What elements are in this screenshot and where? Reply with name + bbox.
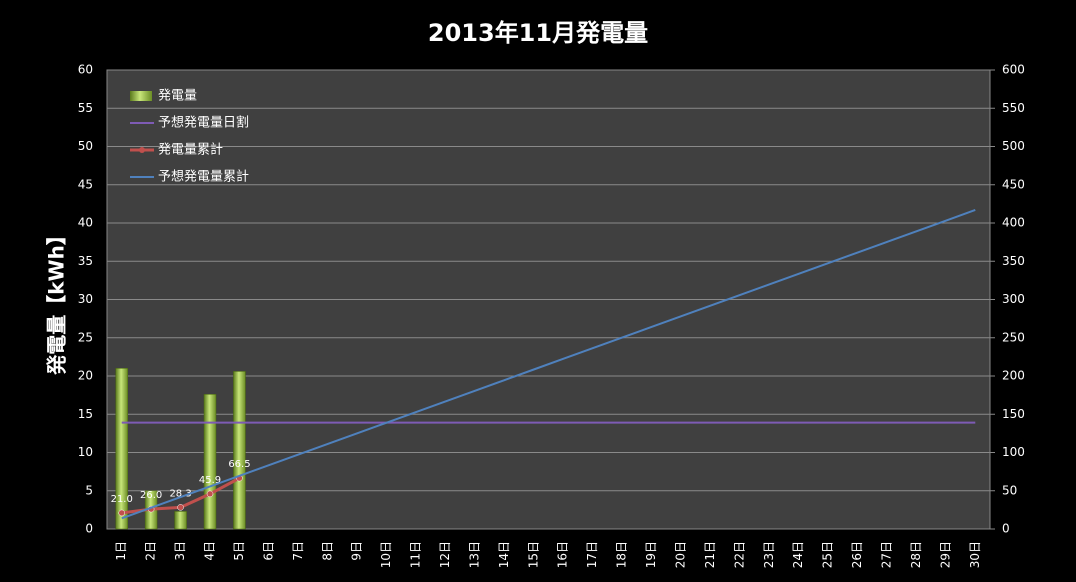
x-tick-label: 11日 — [409, 541, 423, 568]
x-tick-label: 18日 — [615, 541, 629, 568]
y2-tick-label: 400 — [1002, 216, 1025, 230]
x-tick-label: 8日 — [320, 541, 334, 561]
y-tick-label: 15 — [78, 407, 93, 421]
y-tick-label: 0 — [85, 522, 93, 536]
y2-tick-label: 350 — [1002, 254, 1025, 268]
x-tick-label: 29日 — [938, 541, 952, 568]
x-tick-label: 16日 — [556, 541, 570, 568]
bar — [115, 368, 128, 530]
y-tick-label: 50 — [78, 139, 93, 153]
x-tick-label: 23日 — [762, 541, 776, 568]
y2-tick-label: 0 — [1002, 522, 1010, 536]
x-tick-label: 15日 — [526, 541, 540, 568]
line — [121, 209, 976, 520]
y2-tick-label: 250 — [1002, 330, 1025, 344]
legend-label: 発電量累計 — [158, 142, 223, 158]
x-tick-label: 6日 — [261, 541, 275, 561]
plot-border — [106, 69, 991, 530]
y-tick-label: 20 — [78, 369, 93, 383]
y-tick-label: 40 — [78, 216, 93, 230]
bar — [174, 511, 187, 530]
y2-tick-label: 450 — [1002, 177, 1025, 191]
legend-label: 予想発電量日割 — [158, 115, 249, 131]
data-label: 66.5 — [228, 459, 250, 470]
bar — [233, 371, 246, 530]
x-tick-label: 22日 — [732, 541, 746, 568]
y-tick-label: 45 — [78, 177, 93, 191]
x-tick-label: 17日 — [585, 541, 599, 568]
data-label: 26.0 — [140, 490, 162, 501]
y-tick-label: 60 — [78, 63, 93, 77]
y-tick-label: 35 — [78, 254, 93, 268]
x-tick-label: 24日 — [791, 541, 805, 568]
legend-swatch — [130, 91, 152, 101]
data-label: 28.3 — [169, 488, 191, 499]
x-tick-label: 30日 — [968, 541, 982, 568]
x-tick-label: 21日 — [703, 541, 717, 568]
bar — [203, 394, 217, 530]
x-tick-label: 1日 — [114, 541, 128, 561]
marker — [118, 509, 125, 517]
y-tick-label: 25 — [78, 330, 93, 344]
x-tick-label: 25日 — [821, 541, 835, 568]
x-tick-label: 5日 — [232, 541, 246, 561]
y2-tick-label: 200 — [1002, 369, 1025, 383]
x-tick-label: 2日 — [144, 541, 158, 561]
y2-tick-label: 500 — [1002, 139, 1025, 153]
x-tick-label: 10日 — [379, 541, 393, 568]
x-tick-label: 9日 — [350, 541, 364, 561]
x-tick-label: 27日 — [879, 541, 893, 568]
y-axis-label: 発電量【kWh】 — [45, 225, 69, 376]
legend-marker — [139, 147, 145, 153]
legend-label: 予想発電量累計 — [158, 169, 249, 185]
x-tick-label: 13日 — [467, 541, 481, 568]
y2-tick-label: 150 — [1002, 407, 1025, 421]
x-tick-label: 14日 — [497, 541, 511, 568]
x-tick-label: 26日 — [850, 541, 864, 568]
y2-tick-label: 600 — [1002, 63, 1025, 77]
x-tick-label: 3日 — [173, 541, 187, 561]
y2-tick-label: 300 — [1002, 292, 1025, 306]
y2-tick-label: 50 — [1002, 483, 1017, 497]
data-label: 45.9 — [199, 475, 221, 486]
y-tick-label: 55 — [78, 101, 93, 115]
x-tick-label: 7日 — [291, 541, 305, 561]
x-tick-label: 4日 — [203, 541, 217, 561]
chart-title: 2013年11月発電量 — [428, 19, 648, 47]
y-tick-label: 30 — [78, 292, 93, 306]
x-tick-label: 19日 — [644, 541, 658, 568]
y-tick-label: 5 — [85, 483, 93, 497]
y2-tick-label: 100 — [1002, 445, 1025, 459]
x-tick-label: 20日 — [673, 541, 687, 568]
marker — [177, 504, 184, 511]
legend-label: 発電量 — [158, 89, 197, 104]
y-tick-label: 10 — [78, 445, 93, 459]
x-tick-label: 28日 — [909, 541, 923, 568]
marker — [206, 490, 214, 498]
y2-tick-label: 550 — [1002, 101, 1025, 115]
x-tick-label: 12日 — [438, 541, 452, 568]
data-label: 21.0 — [111, 494, 133, 505]
